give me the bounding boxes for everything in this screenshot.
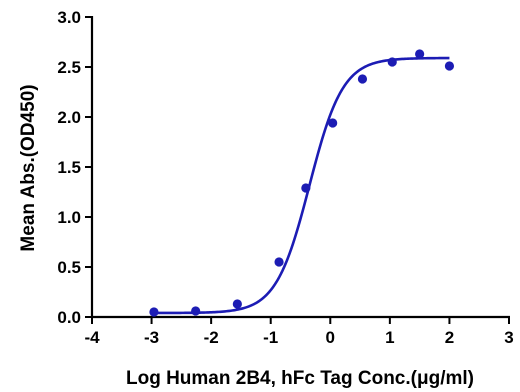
y-tick-label: 0.0: [57, 308, 81, 327]
y-tick-label: 1.5: [57, 158, 81, 177]
x-tick-label: -3: [144, 328, 159, 347]
y-tick-label: 0.5: [57, 258, 81, 277]
x-tick-label: 2: [445, 328, 454, 347]
fit-curve: [153, 56, 450, 315]
data-point: [149, 307, 159, 317]
data-point: [301, 183, 311, 193]
x-axis-title: Log Human 2B4, hFc Tag Conc.(μg/ml): [126, 368, 474, 389]
y-tick-label: 2.0: [57, 108, 81, 127]
y-tick-label: 2.5: [57, 58, 81, 77]
data-point: [328, 118, 338, 128]
data-point: [444, 61, 455, 71]
y-axis-title: Mean Abs.(OD450): [18, 84, 39, 251]
data-point: [274, 257, 284, 267]
data-point: [387, 57, 397, 67]
y-tick-label: 1.0: [57, 208, 81, 227]
data-point: [232, 299, 242, 309]
x-tick-label: 3: [504, 328, 513, 347]
x-tick-label: -2: [204, 328, 219, 347]
x-axis: -4 -3 -2 -1 0 1 2 3: [84, 315, 514, 347]
data-point: [415, 49, 425, 59]
x-tick-label: 1: [385, 328, 394, 347]
y-tick-label: 3.0: [57, 8, 81, 27]
data-points: [149, 49, 455, 317]
data-point: [191, 306, 201, 316]
x-tick-label: 0: [326, 328, 335, 347]
x-tick-label: -1: [263, 328, 278, 347]
x-tick-label: -4: [84, 328, 100, 347]
y-axis: 0.0 0.5 1.0 1.5 2.0 2.5 3.0: [57, 8, 94, 327]
data-point: [357, 74, 368, 84]
